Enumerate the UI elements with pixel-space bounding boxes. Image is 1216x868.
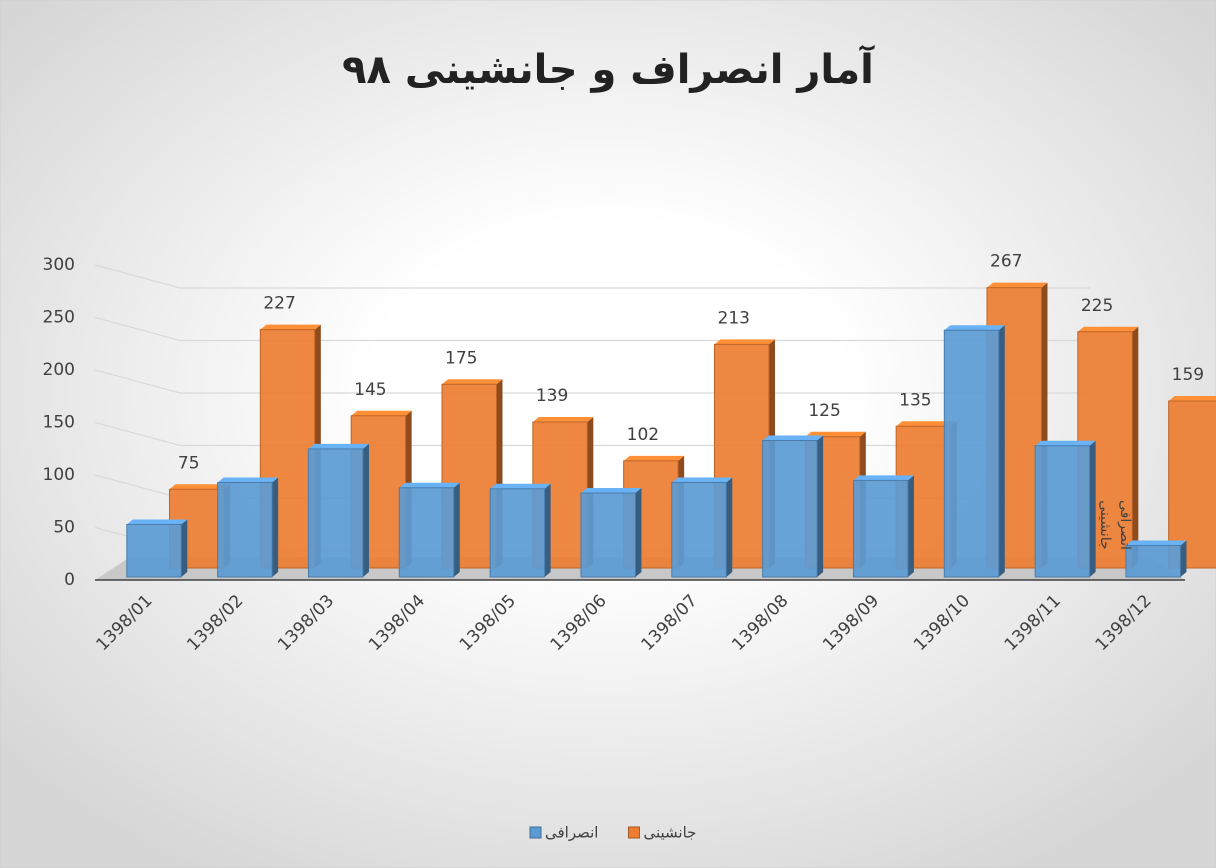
data-label: 227	[263, 294, 295, 314]
bar-face	[1168, 396, 1216, 402]
y-tick-label: 250	[43, 308, 75, 328]
grid-line	[94, 316, 1090, 342]
bar-face	[1089, 440, 1096, 577]
bar-face	[580, 492, 636, 578]
bar-face	[489, 488, 546, 578]
bar	[1034, 440, 1096, 578]
bar-face	[762, 440, 818, 578]
bar-face	[398, 487, 455, 578]
legend-swatch	[529, 826, 542, 839]
bar-face	[671, 477, 733, 483]
bar-face	[1034, 445, 1091, 578]
bar-face	[351, 410, 412, 416]
bar-face	[169, 484, 230, 490]
y-tick-label: 50	[53, 518, 75, 538]
bar-face	[671, 482, 727, 578]
bar	[671, 477, 733, 578]
bar	[307, 443, 369, 578]
data-label: 159	[1172, 365, 1204, 385]
bar-face	[1125, 545, 1181, 578]
data-label: 125	[808, 401, 840, 421]
bar-face	[307, 448, 364, 578]
bar-face	[217, 477, 279, 483]
data-label: 102	[627, 425, 659, 445]
bar-face	[907, 475, 914, 577]
bar-face	[217, 482, 273, 578]
legend-label: انصرافی	[545, 824, 598, 842]
bar	[1125, 540, 1187, 578]
data-label: 139	[536, 386, 568, 406]
bar	[580, 488, 642, 578]
bar-face	[1132, 326, 1139, 568]
bar	[852, 475, 914, 578]
data-label: 145	[354, 380, 386, 400]
data-label: 75	[178, 453, 200, 473]
bar-face	[1125, 540, 1187, 546]
bar	[943, 325, 1005, 578]
bar-face	[944, 325, 1005, 331]
data-label: 213	[718, 308, 750, 328]
bar-face	[1077, 326, 1139, 332]
data-label: 267	[990, 252, 1022, 272]
y-tick-label: 300	[43, 255, 75, 275]
bar-face	[896, 421, 957, 427]
bar-face	[943, 329, 1000, 578]
y-tick-label: 100	[43, 465, 75, 485]
bar-face	[399, 482, 460, 488]
bar	[489, 483, 551, 578]
depth-axis-label: انصرافی	[1117, 500, 1133, 550]
bar-face	[986, 282, 1048, 288]
bar-face	[272, 477, 279, 577]
bar-face	[998, 325, 1005, 577]
bar-face	[126, 519, 188, 525]
bar	[1168, 396, 1216, 569]
bar	[398, 482, 460, 578]
depth-axis-label: جانشینی	[1097, 500, 1113, 549]
bar-face	[1035, 440, 1096, 446]
bar-face	[260, 324, 321, 330]
bar	[217, 477, 279, 578]
bar-face	[635, 488, 642, 577]
bar-face	[181, 519, 188, 577]
bar-face	[852, 479, 909, 578]
bar-face	[580, 488, 642, 493]
bar-face	[126, 524, 182, 578]
bar-face	[544, 483, 551, 577]
bar-face	[817, 435, 824, 577]
bar-face	[308, 443, 369, 449]
grid-line	[94, 369, 1090, 394]
bar-face	[532, 417, 594, 423]
y-tick-label: 0	[64, 570, 75, 590]
bar-face	[490, 483, 551, 489]
legend-label: جانشینی	[643, 824, 696, 842]
bar-face	[762, 435, 824, 441]
grid-line	[94, 264, 1090, 289]
bar-face	[726, 477, 733, 577]
bar-face	[623, 455, 685, 461]
chart-title: آمار انصراف و جانشینی ۹۸	[342, 44, 875, 93]
legend-swatch	[627, 826, 640, 839]
y-tick-label: 200	[43, 360, 75, 380]
bar-face	[1180, 540, 1187, 577]
bar-face	[362, 443, 369, 577]
bar-face	[1168, 400, 1216, 569]
y-tick-label: 150	[43, 413, 75, 433]
bar-face	[853, 475, 914, 481]
bar	[762, 435, 824, 578]
data-label: 225	[1081, 296, 1113, 316]
bar-face	[453, 482, 460, 577]
data-label: 175	[445, 348, 477, 368]
bar	[126, 519, 188, 578]
bar-face	[441, 379, 503, 385]
bar-face	[714, 339, 775, 345]
data-label: 135	[899, 390, 931, 410]
